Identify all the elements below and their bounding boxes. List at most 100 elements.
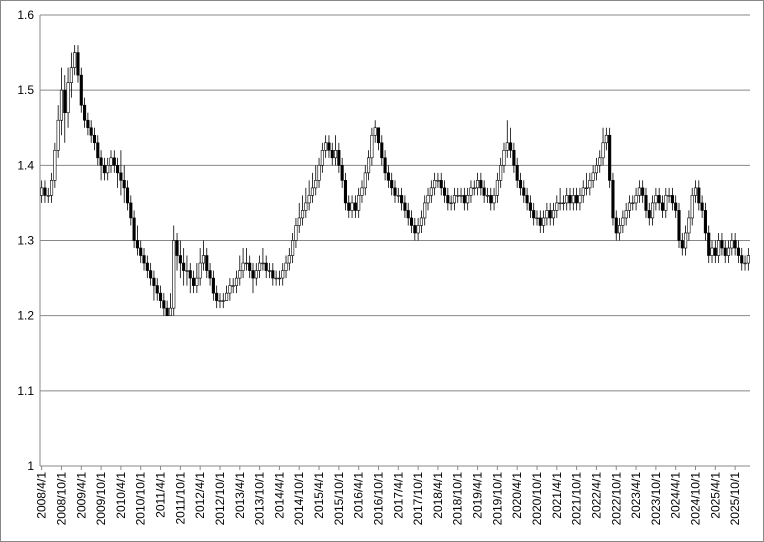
x-tick-label: 2017/4/1 (391, 472, 405, 519)
candle-body (644, 195, 648, 211)
candle-body (119, 172, 123, 181)
candle-body (271, 270, 275, 279)
candle-body (476, 180, 480, 189)
candle-body (264, 262, 268, 271)
candle-body (158, 292, 163, 301)
candle-body (86, 119, 90, 129)
candle-body (400, 195, 404, 204)
candle-body (314, 180, 318, 189)
candle-body (647, 210, 651, 219)
candle-body (50, 180, 54, 196)
candle-body (618, 225, 622, 234)
x-tick-label: 2022/10/1 (609, 472, 623, 526)
candle-body (730, 240, 734, 249)
candle-body (198, 262, 202, 279)
candle-body (145, 262, 149, 271)
candle-body (680, 240, 684, 249)
candle-body (396, 195, 400, 197)
candle-body (139, 247, 143, 256)
candle-body (211, 277, 215, 294)
candle-body (532, 210, 536, 219)
candle-body (670, 195, 674, 204)
candle-body (568, 195, 572, 204)
candle-body (390, 180, 394, 189)
candle-body (403, 202, 407, 211)
x-tick-label: 2016/10/1 (371, 472, 385, 526)
candle-body (109, 157, 113, 166)
candle-body (657, 195, 661, 204)
x-tick-label: 2013/4/1 (233, 472, 247, 519)
candle-body (96, 142, 100, 159)
candle-body (340, 165, 344, 181)
candle-body (254, 270, 258, 279)
candle-body (320, 150, 324, 166)
candle-body (59, 89, 64, 121)
candle-body (231, 285, 235, 287)
candle-body (495, 180, 499, 196)
candle-body (215, 292, 219, 301)
candle-body (535, 217, 539, 220)
candle-body (717, 240, 721, 256)
y-tick-label: 1.1 (17, 384, 34, 398)
candle-body (548, 210, 552, 219)
x-tick-label: 2008/10/1 (54, 472, 68, 526)
candle-body (452, 195, 456, 204)
candle-body (736, 247, 740, 256)
candle-body (740, 255, 744, 264)
candle-body (406, 210, 410, 219)
candle-body (79, 74, 83, 106)
y-tick-label: 1.2 (17, 309, 34, 323)
candle-body (244, 262, 248, 265)
candle-body (178, 255, 182, 264)
candle-body (149, 270, 153, 279)
x-tick-label: 2021/4/1 (550, 472, 564, 519)
candle-body (258, 262, 262, 271)
x-tick-label: 2020/4/1 (510, 472, 524, 519)
candle-body (367, 157, 371, 174)
candle-body (162, 300, 166, 309)
candle-body (89, 127, 93, 136)
candle-body (505, 142, 509, 151)
candle-body (627, 202, 632, 211)
candle-body (581, 187, 585, 196)
candle-body (201, 255, 206, 264)
candle-body (743, 262, 747, 265)
candle-body (456, 195, 460, 197)
candle-body (542, 217, 546, 226)
candle-body (466, 195, 470, 204)
x-tick-label: 2014/4/1 (272, 472, 286, 519)
candle-body (195, 277, 199, 286)
x-tick-label: 2025/4/1 (708, 472, 722, 519)
x-tick-label: 2013/10/1 (253, 472, 267, 526)
candle-body (83, 104, 87, 121)
candle-body (518, 180, 523, 189)
candle-body (469, 187, 473, 196)
candle-body (637, 187, 641, 196)
candle-body (324, 142, 328, 151)
candle-body (73, 52, 77, 68)
candle-body (386, 172, 390, 181)
candle-body (502, 150, 506, 166)
candle-body (512, 150, 516, 166)
x-tick-label: 2023/4/1 (629, 472, 643, 519)
candle-body (598, 157, 602, 166)
candle-body (310, 187, 314, 196)
candle-body (499, 165, 503, 181)
x-tick-label: 2011/10/1 (173, 472, 187, 525)
x-tick-label: 2012/4/1 (193, 472, 207, 519)
candle-body (707, 232, 711, 256)
candle-body (102, 165, 106, 174)
candle-body (188, 270, 192, 279)
candle-body (393, 187, 397, 196)
candle-body (129, 202, 133, 219)
candle-body (248, 262, 252, 271)
candle-body (46, 195, 50, 197)
candle-body (317, 165, 321, 181)
candle-body (175, 240, 179, 256)
candle-body (611, 180, 615, 219)
candle-body (277, 277, 281, 280)
candle-body (291, 240, 295, 256)
candle-body (241, 262, 245, 271)
candle-body (182, 262, 186, 271)
candle-body (710, 247, 714, 256)
